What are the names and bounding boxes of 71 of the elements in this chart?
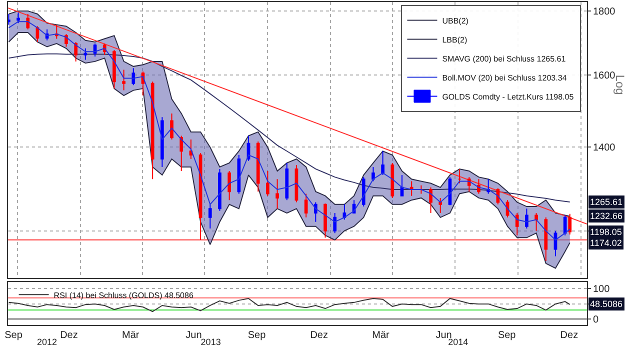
legend-label: RSI (14) bei Schluss (GOLDS) 48.5086 [54,290,194,300]
x-tick-label: Mär [122,330,140,341]
candlestick [467,176,471,192]
annotation: 1232.66 [590,211,623,221]
candlestick [544,216,548,262]
candlestick [132,68,136,86]
x-tick-label: Dez [560,330,578,341]
candlestick [486,178,490,194]
candlestick [122,69,126,91]
legend-label: GOLDS Comdty - Letzt.Kurs 1198.05 [442,92,574,102]
candlestick [563,214,567,236]
candlestick [400,174,404,196]
x-tick-label: Jun [186,330,202,341]
x2-tick-label: 2013 [200,337,221,347]
candlestick [362,176,366,208]
candlestick [8,13,10,26]
candlestick [438,197,442,214]
candlestick [170,112,174,140]
candlestick [26,13,30,30]
candlestick [160,116,164,168]
candlestick [333,212,337,234]
x-tick-label: Dez [60,330,78,341]
candlestick [276,178,279,210]
candlestick [208,204,212,230]
candlestick [228,170,231,201]
annotation: 48.5086 [590,299,623,309]
candlestick [198,152,202,240]
x-tick-label: Sep [248,330,266,341]
candlestick [84,48,88,60]
candlestick [515,212,519,236]
candlestick [74,41,78,62]
candlestick [534,212,538,232]
candlestick [237,154,241,194]
candlestick [429,186,432,214]
candlestick [304,193,308,218]
candlestick [54,24,58,40]
y-tick-label: 1400 [593,142,616,154]
legend-label: Boll.MOV (20) bei Schluss 1203.34 [442,73,568,82]
candlestick [410,180,414,196]
x2-tick-label: 2014 [448,337,468,347]
x-tick-label: Sep [498,330,516,341]
x-tick-label: Dez [310,330,328,341]
candlestick [372,166,375,182]
candlestick [218,168,222,212]
y-tick-label: 0 [593,314,599,326]
legend-label: LBB(2) [442,35,468,44]
candlestick [390,162,394,198]
candlestick [112,49,116,90]
candlestick [266,170,270,196]
annotation: 1174.02 [590,238,622,248]
x-tick-label: Sep [4,330,23,341]
candlestick [525,208,528,230]
candlestick [458,168,462,184]
candlestick [150,81,154,180]
legend-label: SMAVG (200) bei Schluss 1265.61 [442,54,566,64]
y-tick-label: 100 [593,284,610,296]
candlestick [285,162,289,201]
annotation: 1198.05 [590,227,622,237]
candlestick [180,135,184,172]
candlestick [16,12,20,24]
legend-label: UBB(2) [442,16,469,26]
candlestick [189,139,193,160]
annotation: 1265.61 [590,197,623,207]
y-tick-label: 1800 [593,6,616,18]
candlestick [381,150,384,176]
candlestick [342,204,346,220]
candlestick [256,140,260,192]
x-tick-label: Mär [372,330,390,341]
x2-tick-label: 2012 [37,337,58,347]
candlestick [568,213,572,235]
candlestick [324,203,327,238]
